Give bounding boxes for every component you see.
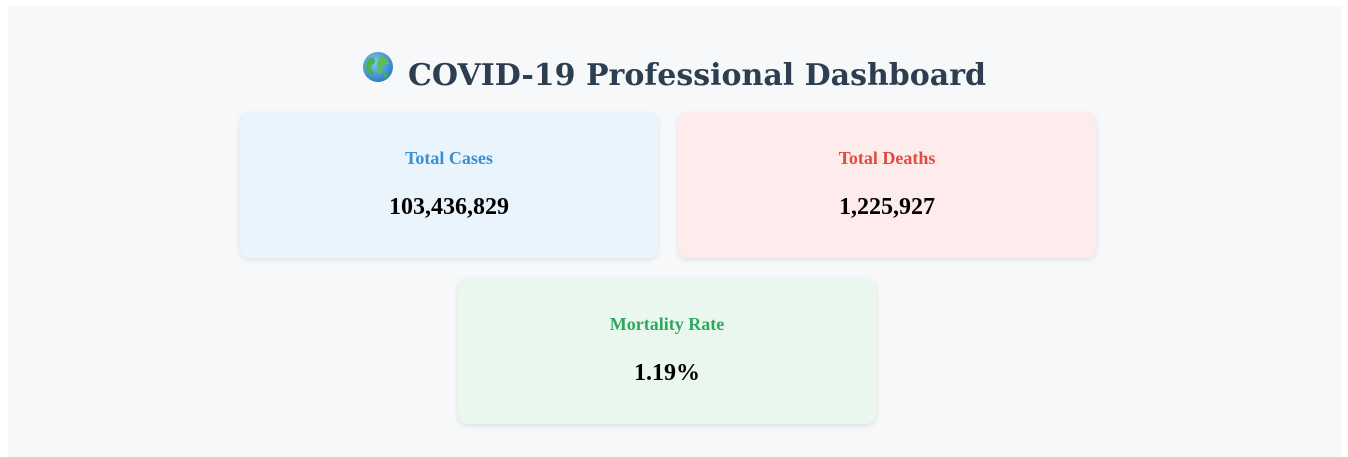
page-title: COVID-19 Professional Dashboard	[0, 52, 1348, 100]
mortality-rate-card: Mortality Rate 1.19%	[458, 278, 876, 424]
mortality-rate-value: 1.19%	[634, 360, 700, 386]
total-deaths-value: 1,225,927	[839, 194, 935, 220]
total-cases-label: Total Cases	[405, 148, 493, 168]
total-deaths-card: Total Deaths 1,225,927	[678, 112, 1096, 258]
total-cases-card: Total Cases 103,436,829	[240, 112, 658, 258]
total-deaths-label: Total Deaths	[838, 148, 936, 168]
mortality-rate-label: Mortality Rate	[609, 314, 725, 334]
globe-icon	[362, 50, 394, 98]
page-title-text: COVID-19 Professional Dashboard	[407, 58, 986, 93]
total-cases-value: 103,436,829	[389, 194, 509, 220]
